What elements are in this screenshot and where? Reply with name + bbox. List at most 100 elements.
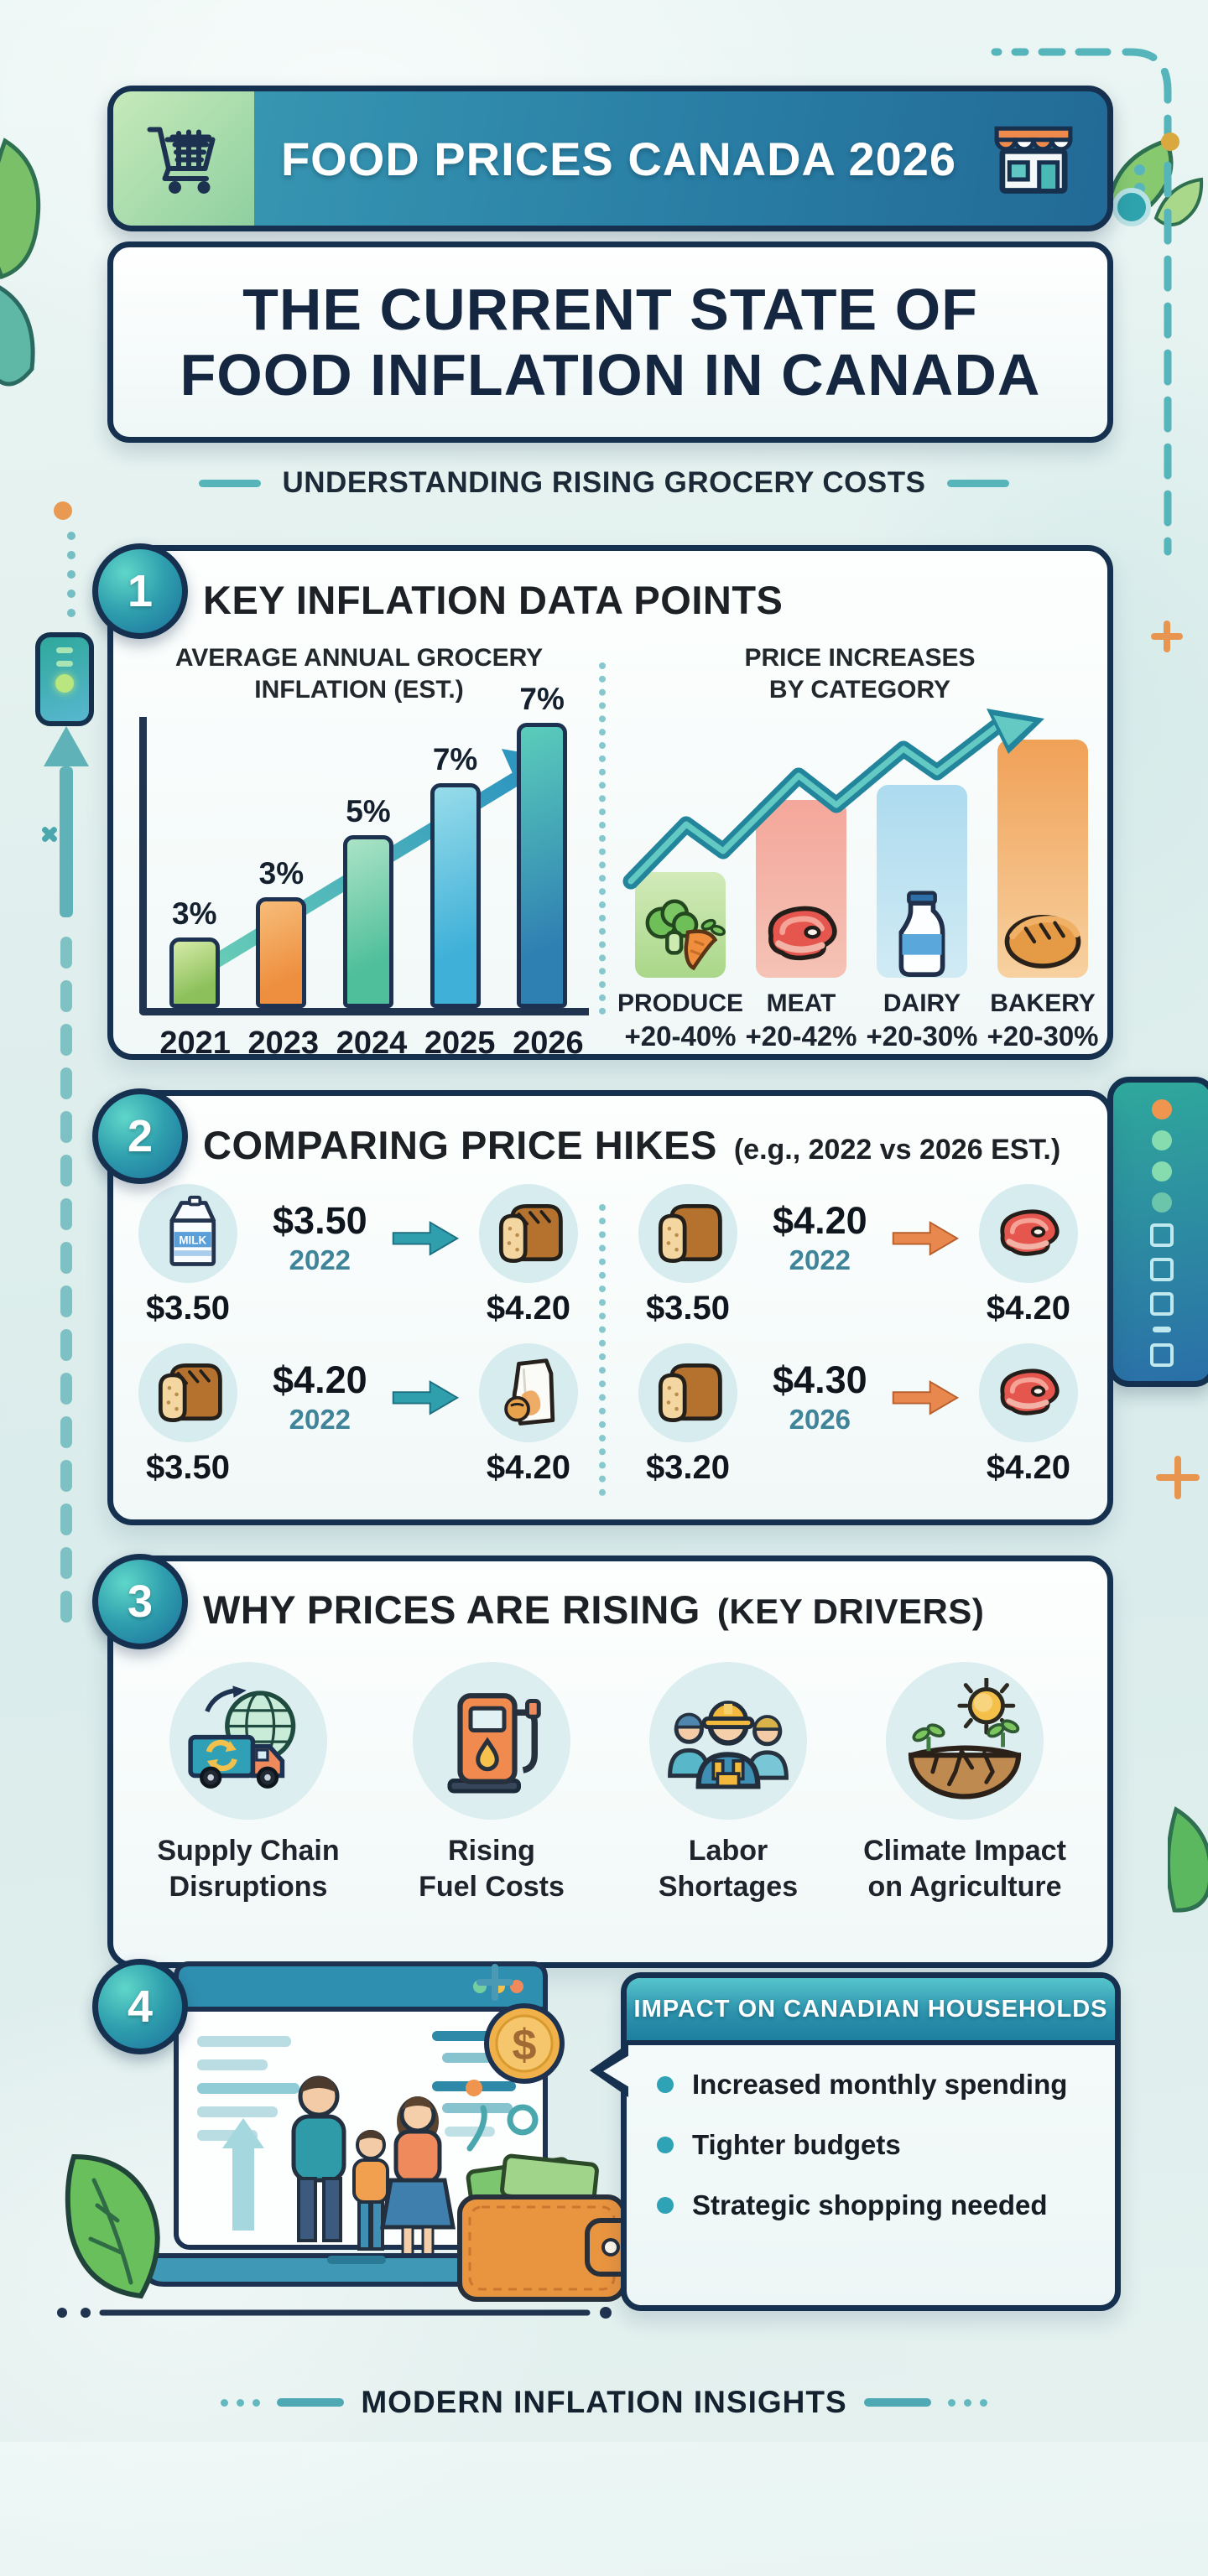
section2-divider xyxy=(599,1204,606,1496)
driver-supply-chain: Supply Chain Disruptions xyxy=(134,1662,362,1904)
households-illustration: $ xyxy=(57,1961,637,2319)
impact-bullet-3: Strategic shopping needed xyxy=(657,2189,1085,2221)
decor-ring-top-right xyxy=(1112,188,1151,226)
arrow-right-icon xyxy=(892,1380,959,1415)
section3-title: WHY PRICES ARE RISING xyxy=(203,1587,700,1632)
category-heading-line2: BY CATEGORY xyxy=(768,675,951,704)
left-widget-decoration xyxy=(35,632,94,726)
produce-icon xyxy=(645,899,726,971)
section2-title: COMPARING PRICE HIKES xyxy=(203,1123,717,1167)
footer-dash-right xyxy=(863,2398,931,2407)
subtitle-dash-left xyxy=(198,479,261,487)
driver-fuel-costs: Rising Fuel Costs xyxy=(378,1662,606,1904)
shopping-cart-icon xyxy=(147,127,216,194)
bar xyxy=(256,897,307,1008)
inflation-bar-chart: 3% 3% 5% 7% 7% xyxy=(126,682,592,1015)
dollar-coin-icon: $ xyxy=(513,2021,537,2070)
chart-year-labels: 2021 2023 2024 2025 2026 xyxy=(159,1026,584,1061)
subtitle-text: UNDERSTANDING RISING GROCERY COSTS xyxy=(282,466,926,499)
footer-dots-left xyxy=(221,2398,261,2407)
bar xyxy=(517,723,568,1008)
section2-title-suffix: (e.g., 2022 vs 2026 EST.) xyxy=(733,1134,1061,1166)
bar-2026: 7% xyxy=(505,682,579,1008)
category-increases-column: PRICE INCREASES BY CATEGORY xyxy=(617,642,1099,1052)
bread-loaf-icon xyxy=(658,1203,722,1264)
decor-x-left xyxy=(40,825,59,844)
main-title-box: THE CURRENT STATE OF FOOD INFLATION IN C… xyxy=(107,242,1113,443)
impact-card: IMPACT ON CANADIAN HOUSEHOLDS Increased … xyxy=(590,1972,1121,2311)
footer-dash-left xyxy=(277,2398,345,2407)
milk-carton-icon: MILK xyxy=(169,1195,216,1266)
bread-round-icon xyxy=(1004,915,1081,969)
bar-2021: 3% xyxy=(158,896,232,1008)
bread-loaf-icon xyxy=(498,1203,563,1264)
comparison-row-bread-meat-2: $3.20 $4.30 2026 $4.20 xyxy=(624,1343,1092,1493)
chart-axis xyxy=(139,717,589,1015)
bread-loaf-icon xyxy=(658,1363,722,1423)
comparison-row-milk-bread: MILK $3.50 $3.50 2022 $4.20 xyxy=(124,1184,592,1333)
footer-row: MODERN INFLATION INSIGHTS xyxy=(0,2385,1208,2420)
decor-plus-right-small xyxy=(1151,621,1183,652)
svg-text:MILK: MILK xyxy=(179,1233,206,1246)
category-dairy: DAIRY +20-30% xyxy=(867,731,978,1052)
arrow-right-icon xyxy=(892,1221,959,1256)
section2-card xyxy=(107,1090,1113,1525)
subtitle-row: UNDERSTANDING RISING GROCERY COSTS xyxy=(0,466,1208,500)
meat-steak-icon xyxy=(1000,1209,1060,1256)
impact-card-title: IMPACT ON CANADIAN HOUSEHOLDS xyxy=(627,1978,1115,2045)
footer-text: MODERN INFLATION INSIGHTS xyxy=(361,2385,847,2419)
arrow-right-icon xyxy=(392,1380,459,1415)
category-produce: PRODUCE +20-40% xyxy=(617,731,743,1052)
leaves-top-left xyxy=(0,138,41,387)
driver-climate-impact: Climate Impact on Agriculture xyxy=(851,1662,1079,1904)
category-heading-line1: PRICE INCREASES xyxy=(744,644,976,672)
left-dotted-line xyxy=(67,532,76,617)
decor-plus-right-large xyxy=(1156,1456,1200,1499)
storefront-icon xyxy=(988,112,1079,202)
section3-title-suffix: (KEY DRIVERS) xyxy=(716,1592,985,1631)
footer-dots-right xyxy=(947,2398,987,2407)
comparison-left-half: MILK $3.50 $3.50 2022 $4.20 xyxy=(124,1184,592,1503)
subtitle-dash-right xyxy=(947,479,1010,487)
meat-icon xyxy=(768,906,837,961)
bread-loaf-icon xyxy=(158,1363,222,1423)
workers-icon xyxy=(668,1701,789,1789)
bar xyxy=(169,937,220,1008)
comparison-row-bread-meat-1: $3.50 $4.20 2022 $4.20 xyxy=(624,1184,1092,1333)
header-cart-panel xyxy=(113,91,254,226)
bullet-dot xyxy=(657,2137,674,2153)
section3-number-badge: 3 xyxy=(92,1554,188,1649)
category-meat: MEAT +20-42% xyxy=(746,731,857,1052)
comparison-row-bread-flour: $3.50 $4.20 2022 $4.20 xyxy=(124,1343,592,1493)
bar-2025: 7% xyxy=(419,742,492,1008)
right-widget-decoration xyxy=(1107,1077,1208,1387)
bullet-dot xyxy=(657,2076,674,2093)
flour-bag-icon xyxy=(504,1358,555,1426)
inflation-chart-column: AVERAGE ANNUAL GROCERY INFLATION (EST.) … xyxy=(126,642,592,1062)
impact-bullet-2: Tighter budgets xyxy=(657,2129,1085,2161)
up-arrow-decoration xyxy=(44,726,89,1626)
decor-dot-mustard xyxy=(1161,132,1179,151)
bar-2024: 5% xyxy=(331,794,405,1008)
dashed-path-top-right xyxy=(991,48,1172,556)
milk-bottle-icon xyxy=(898,891,945,977)
bar-2023: 3% xyxy=(244,856,318,1008)
section4-number-badge: 4 xyxy=(92,1959,188,2054)
comparison-right-half: $3.50 $4.20 2022 $4.20 xyxy=(624,1184,1092,1503)
main-title-line1: THE CURRENT STATE OF xyxy=(242,276,978,342)
globe-truck-icon xyxy=(188,1685,296,1789)
leaf-right-mid xyxy=(1168,1806,1208,1913)
header-badge: FOOD PRICES CANADA 2026 xyxy=(107,86,1113,231)
bar xyxy=(430,783,481,1008)
meat-steak-icon xyxy=(1000,1368,1060,1415)
fuel-pump-icon xyxy=(447,1693,541,1794)
header-title: FOOD PRICES CANADA 2026 xyxy=(280,132,957,185)
decor-dot-teal-1 xyxy=(1134,164,1145,175)
impact-bullet-1: Increased monthly spending xyxy=(657,2069,1085,2101)
section1-title: KEY INFLATION DATA POINTS xyxy=(203,578,784,622)
chart-heading-line1: AVERAGE ANNUAL GROCERY xyxy=(174,644,544,672)
main-title-line2: FOOD INFLATION IN CANADA xyxy=(180,342,1041,408)
section2-number-badge: 2 xyxy=(92,1088,188,1184)
chart-heading-line2: INFLATION (EST.) xyxy=(254,675,464,704)
sun-cracked-soil-icon xyxy=(908,1678,1022,1800)
